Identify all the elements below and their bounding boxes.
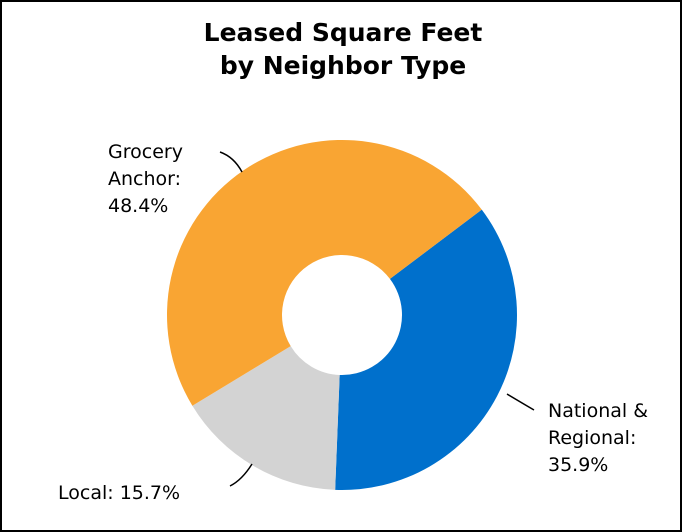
donut-segment <box>335 209 517 490</box>
slice-label: National & Regional: 35.9% <box>548 398 678 479</box>
value-label: 48.4% <box>108 195 169 217</box>
donut-segment <box>192 346 340 490</box>
donut-segment <box>167 140 482 406</box>
category-label: National & Regional: <box>548 400 649 449</box>
value-label: 15.7% <box>119 482 181 504</box>
leader-line <box>229 463 253 487</box>
value-label: 35.9% <box>548 454 609 476</box>
slice-label: Local: 15.7% <box>58 480 278 507</box>
category-label: Grocery Anchor: <box>108 141 183 190</box>
category-label: Local: <box>58 482 114 504</box>
leader-line <box>219 151 243 173</box>
slice-label: Grocery Anchor: 48.4% <box>108 139 208 220</box>
leader-line <box>506 393 535 411</box>
chart-title: Leased Square Feet by Neighbor Type <box>203 18 483 80</box>
